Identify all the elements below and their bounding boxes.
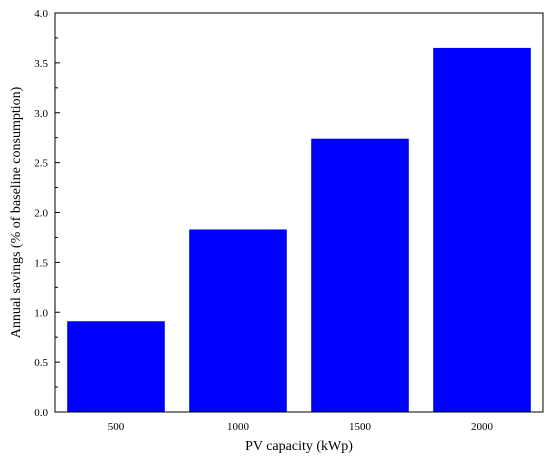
x-tick-label: 2000 [471, 421, 494, 433]
x-axis: 500 1000 1500 2000 [108, 421, 494, 433]
y-tick-label: 2.5 [34, 158, 48, 170]
y-tick-label: 1.0 [34, 307, 48, 319]
x-tick-label: 1000 [227, 421, 250, 433]
bars [67, 47, 531, 412]
bar-2000 [433, 47, 531, 412]
y-axis-title: Annual savings (% of baseline consumptio… [9, 86, 24, 338]
plot-area: 0.0 0.5 1.0 1.5 2.0 2.5 3.0 3.5 4.0 500 1000 1500 2… [34, 8, 544, 433]
y-tick-label: 2.0 [34, 208, 48, 220]
y-tick-label: 3.5 [34, 58, 48, 70]
bar-1500 [311, 138, 409, 412]
y-axis: 0.0 0.5 1.0 1.5 2.0 2.5 3.0 3.5 4.0 [34, 8, 60, 419]
y-tick-label: 4.0 [34, 8, 48, 20]
y-tick-label: 1.5 [34, 257, 48, 269]
x-axis-title: PV capacity (kWp) [245, 439, 353, 454]
x-tick-label: 500 [108, 421, 125, 433]
bar-1000 [189, 229, 287, 412]
y-tick-label: 0.0 [34, 407, 48, 419]
bar-500 [67, 321, 165, 412]
y-tick-label: 3.0 [34, 108, 48, 120]
y-tick-label: 0.5 [34, 357, 48, 369]
x-tick-label: 1500 [349, 421, 372, 433]
